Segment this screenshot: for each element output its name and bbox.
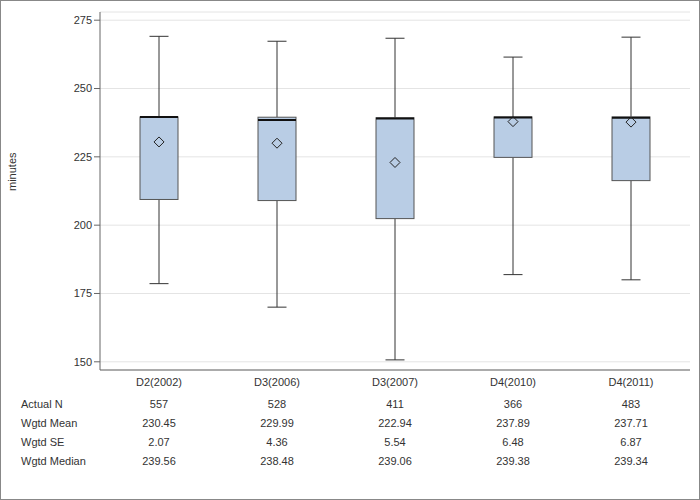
- html-text:229.99: 229.99: [260, 417, 294, 429]
- html-text:4.36: 4.36: [266, 436, 288, 448]
- svg-text:D2(2002): D2(2002): [136, 376, 182, 388]
- svg-text:minutes: minutes: [8, 152, 18, 191]
- html-text:Wgtd SE: Wgtd SE: [21, 436, 65, 448]
- html-text:483: 483: [621, 398, 641, 410]
- html-text:222.94: 222.94: [378, 417, 412, 429]
- svg-text:175: 175: [74, 287, 92, 299]
- svg-text:275: 275: [74, 14, 92, 26]
- svg-text:200: 200: [74, 219, 92, 231]
- html-text:239.38: 239.38: [496, 455, 530, 467]
- html-text:528: 528: [267, 398, 287, 410]
- svg-text:225: 225: [74, 151, 92, 163]
- html-text:Wgtd Mean: Wgtd Mean: [21, 417, 78, 429]
- svg-text:D3(2006): D3(2006): [254, 376, 300, 388]
- html-text:6.87: 6.87: [620, 436, 642, 448]
- html-text:411: 411: [386, 398, 404, 410]
- html-text:557: 557: [149, 398, 169, 410]
- html-text:Wgtd Median: Wgtd Median: [21, 455, 86, 467]
- svg-text:D3(2007): D3(2007): [372, 376, 418, 388]
- html-text:239.06: 239.06: [378, 455, 412, 467]
- html-text:237.71: 237.71: [614, 417, 648, 429]
- html-text:366: 366: [503, 398, 523, 410]
- html-text:2.07: 2.07: [148, 436, 170, 448]
- html-text:239.56: 239.56: [142, 455, 176, 467]
- html-text:237.89: 237.89: [496, 417, 530, 429]
- html-text:230.45: 230.45: [142, 417, 176, 429]
- html-text:Actual N: Actual N: [21, 398, 63, 410]
- html-text:238.48: 238.48: [260, 455, 294, 467]
- html-text:6.48: 6.48: [502, 436, 524, 448]
- svg-text:150: 150: [74, 356, 92, 368]
- html-text:5.54: 5.54: [384, 436, 406, 448]
- svg-text:D4(2010): D4(2010): [490, 376, 536, 388]
- svg-text:D4(2011): D4(2011): [608, 376, 653, 388]
- svg-text:250: 250: [74, 82, 92, 94]
- html-text:239.34: 239.34: [614, 455, 648, 467]
